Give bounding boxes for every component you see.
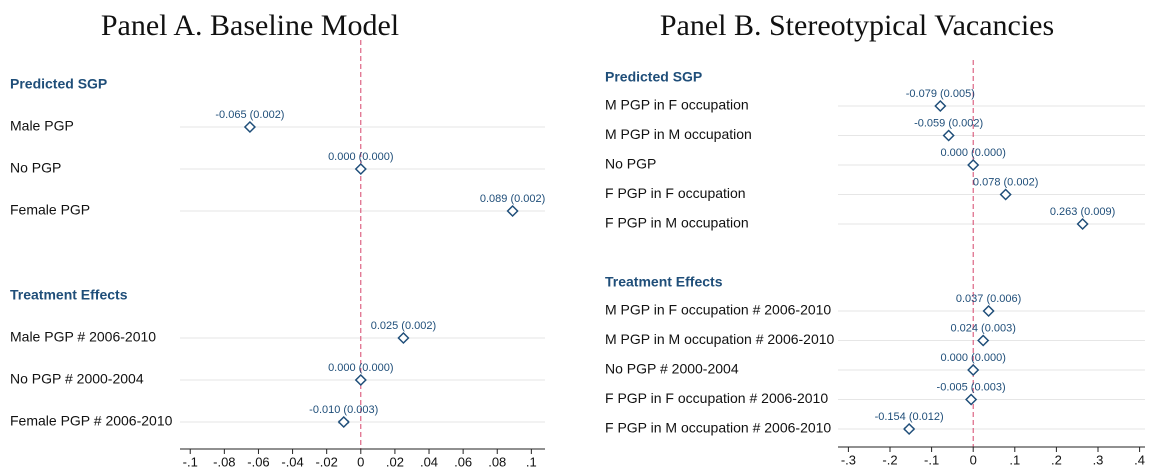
x-tick-label: .4 <box>1134 452 1145 467</box>
row-label: F PGP in M occupation # 2006-2010 <box>605 420 831 436</box>
x-tick-label: -.1 <box>183 454 198 469</box>
x-tick-label: -.04 <box>281 454 303 469</box>
row-label: M PGP in F occupation <box>605 97 749 113</box>
coefficient-marker <box>977 334 990 347</box>
coefficient-marker <box>354 373 367 387</box>
value-label: 0.000 (0.000) <box>328 151 393 163</box>
row-label: No PGP # 2000-2004 <box>10 371 144 387</box>
value-label: -0.079 (0.005) <box>906 88 975 100</box>
coefficient-marker <box>903 422 916 436</box>
coefficient-marker <box>967 158 980 172</box>
coefficient-marker <box>982 304 995 318</box>
value-label: 0.078 (0.002) <box>973 176 1038 188</box>
value-label: -0.154 (0.012) <box>875 411 944 423</box>
value-label: -0.059 (0.002) <box>914 117 983 129</box>
x-tick-label: -.06 <box>247 454 269 469</box>
row-label: F PGP in F occupation # 2006-2010 <box>605 390 828 406</box>
x-tick-label: .06 <box>454 454 472 469</box>
x-tick-label: .08 <box>488 454 506 469</box>
row-label: No PGP <box>605 156 656 172</box>
x-tick-label: 0 <box>357 454 364 469</box>
value-label: 0.263 (0.009) <box>1050 206 1115 218</box>
x-tick-label: .1 <box>526 454 537 469</box>
coefficient-marker <box>967 363 980 377</box>
x-tick-label: .1 <box>1009 452 1020 467</box>
coefficient-marker <box>243 120 256 134</box>
value-label: 0.089 (0.002) <box>480 193 545 205</box>
value-label: 0.000 (0.000) <box>328 362 393 374</box>
row-label: F PGP in F occupation <box>605 185 746 201</box>
coefficient-marker <box>354 162 367 176</box>
value-label: 0.037 (0.006) <box>956 293 1021 305</box>
value-label: -0.065 (0.002) <box>215 109 284 121</box>
value-label: 0.025 (0.002) <box>371 320 436 332</box>
row-label: Female PGP # 2006-2010 <box>10 413 173 429</box>
panel-title: Panel B. Stereotypical Vacancies <box>660 9 1054 42</box>
row-label: Male PGP # 2006-2010 <box>10 329 156 345</box>
coefficient-marker <box>934 99 947 113</box>
x-tick-label: -.08 <box>213 454 235 469</box>
row-label: F PGP in M occupation <box>605 215 749 231</box>
coefficient-marker <box>1076 217 1089 231</box>
x-tick-label: .04 <box>420 454 438 469</box>
group-heading: Predicted SGP <box>605 69 702 85</box>
x-tick-label: 0 <box>970 452 977 467</box>
group-heading: Treatment Effects <box>605 274 723 290</box>
x-tick-label: -.1 <box>924 452 939 467</box>
value-label: 0.000 (0.000) <box>940 352 1005 364</box>
row-label: No PGP # 2000-2004 <box>605 361 739 377</box>
x-tick-label: -.2 <box>882 452 897 467</box>
coefficient-marker <box>337 415 350 429</box>
panel-title: Panel A. Baseline Model <box>101 9 399 42</box>
x-tick-label: .2 <box>1051 452 1062 467</box>
x-tick-label: -.02 <box>315 454 337 469</box>
coefficient-marker <box>999 188 1012 201</box>
value-label: -0.005 (0.003) <box>937 381 1006 393</box>
row-label: M PGP in M occupation <box>605 126 752 142</box>
value-label: 0.024 (0.003) <box>950 322 1015 334</box>
value-label: -0.010 (0.003) <box>309 404 378 416</box>
value-label: 0.000 (0.000) <box>940 147 1005 159</box>
x-tick-label: .3 <box>1093 452 1104 467</box>
coefficient-marker <box>965 393 978 406</box>
coefficient-marker <box>506 204 519 218</box>
row-label: No PGP <box>10 160 61 176</box>
coefficient-marker <box>397 331 410 345</box>
row-label: M PGP in M occupation # 2006-2010 <box>605 331 835 347</box>
group-heading: Predicted SGP <box>10 76 107 92</box>
row-label: Male PGP <box>10 118 74 134</box>
group-heading: Treatment Effects <box>10 287 128 303</box>
coefficient-marker <box>942 129 955 142</box>
row-label: M PGP in F occupation # 2006-2010 <box>605 302 831 318</box>
x-tick-label: -.3 <box>841 452 856 467</box>
x-tick-label: .02 <box>386 454 404 469</box>
row-label: Female PGP <box>10 202 90 218</box>
